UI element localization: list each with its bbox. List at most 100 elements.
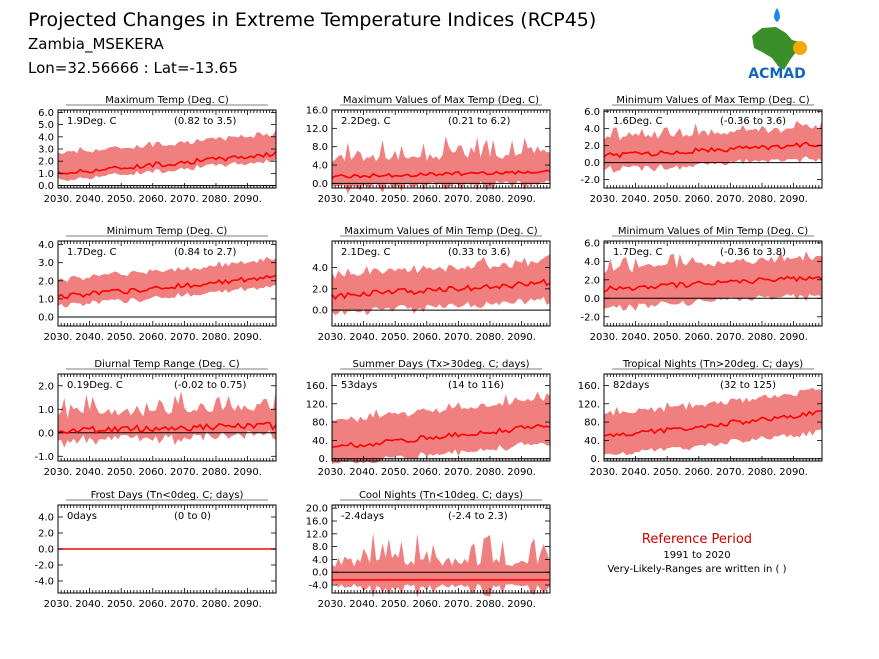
x-tick-label: 2090. [779, 332, 808, 343]
chart-panel: 2030. 2040. 2050. 2060. 2070. 2080. 2090. -4.0 0… [306, 490, 551, 610]
y-tick-label: 80. [312, 418, 328, 429]
x-tick-label: 2030. [44, 332, 73, 343]
chart-panel: 2030. 2040. 2050. 2060. 2070. 2080. 2090. 0. 40.… [578, 359, 823, 478]
x-tick-label: 2060. [412, 467, 441, 478]
ensemble-mean-line [57, 150, 277, 175]
y-tick-label: 5.0 [38, 120, 54, 131]
chart-panel: 2030. 2040. 2050. 2060. 2070. 2080. 2090.0.01.… [38, 95, 277, 205]
likely-range-band [604, 120, 822, 173]
water-drop-icon [774, 8, 780, 22]
y-tick-label: 12.0 [306, 124, 328, 135]
chart-panel: 2030. 2040. 2050. 2060. 2070. 2080. 2090.0.01.… [38, 226, 277, 343]
y-tick-label: -2.0 [580, 312, 600, 323]
y-tick-label: 6.0 [584, 107, 600, 118]
x-tick-label: 2080. [476, 332, 505, 343]
y-tick-label: 0.0 [312, 306, 328, 317]
y-tick-label: 1.0 [38, 405, 54, 416]
chart-panel: 2030. 2040. 2050. 2060. 2070. 2080. 2090. -4.0 -… [34, 490, 277, 610]
change-value: 1.7Deg. C [67, 247, 116, 258]
x-tick-label: 2050. [653, 467, 682, 478]
y-tick-label: 12.0 [306, 529, 328, 540]
x-tick-label: 2070. [444, 194, 473, 205]
y-tick-label: 1.0 [38, 294, 54, 305]
x-tick-label: 2060. [138, 467, 167, 478]
plot-frame [603, 373, 823, 462]
y-tick-label: 2.0 [584, 141, 600, 152]
y-tick-label: 16.0 [306, 106, 328, 117]
likely-range-band [58, 256, 276, 308]
x-tick-label: 2070. [170, 194, 199, 205]
change-value: -2.4days [341, 511, 384, 522]
y-tick-label: 8.0 [312, 142, 328, 153]
y-tick-label: 16.0 [306, 517, 328, 528]
y-tick-label: 0.0 [38, 181, 54, 192]
likely-range: (32 to 125) [720, 380, 776, 391]
x-tick-label: 2080. [202, 467, 231, 478]
plot-frame [331, 109, 551, 189]
x-tick-label: 2070. [444, 332, 473, 343]
x-tick-label: 2080. [202, 599, 231, 610]
y-tick-label: 8.0 [312, 542, 328, 553]
likely-range: (-2.4 to 2.3) [448, 511, 508, 522]
logo-text: ACMAD [748, 66, 806, 82]
likely-range: (0.84 to 2.7) [174, 247, 236, 258]
x-tick-label: 2040. [75, 194, 104, 205]
x-tick-label: 2050. [381, 194, 410, 205]
y-tick-label: 4.0 [312, 555, 328, 566]
change-value: 82days [613, 380, 649, 391]
y-tick-label: 160. [578, 381, 600, 392]
y-tick-label: 0.0 [312, 568, 328, 579]
x-tick-label: 2030. [590, 467, 619, 478]
x-tick-label: 2070. [444, 599, 473, 610]
chart-panel: 2030. 2040. 2050. 2060. 2070. 2080. 2090. 0.0 2.… [312, 226, 551, 343]
x-tick-label: 2040. [621, 467, 650, 478]
change-value: 1.7Deg. C [613, 247, 662, 258]
x-tick-label: 2090. [779, 194, 808, 205]
likely-range: (0.82 to 3.5) [174, 116, 236, 127]
likely-range-band [332, 136, 550, 195]
x-tick-label: 2060. [138, 332, 167, 343]
x-tick-label: 2060. [684, 332, 713, 343]
plot-frame [603, 109, 823, 189]
x-tick-label: 2080. [476, 194, 505, 205]
x-tick-label: 2090. [233, 332, 262, 343]
likely-range: (-0.36 to 3.6) [720, 116, 786, 127]
panel-title: Maximum Values of Min Temp (Deg. C) [344, 226, 537, 237]
y-tick-label: 2.0 [38, 157, 54, 168]
y-tick-label: 120. [578, 399, 600, 410]
x-tick-label: 2080. [202, 194, 231, 205]
likely-range: (-0.02 to 0.75) [174, 380, 246, 391]
panel-title: Minimum Values of Min Temp (Deg. C) [618, 226, 808, 237]
x-tick-label: 2080. [748, 332, 777, 343]
panel-title: Minimum Values of Max Temp (Deg. C) [616, 95, 809, 106]
change-value: 2.2Deg. C [341, 116, 390, 127]
x-tick-label: 2060. [684, 467, 713, 478]
y-tick-label: 2.0 [38, 276, 54, 287]
x-tick-label: 2030. [318, 599, 347, 610]
change-value: 0.19Deg. C [67, 380, 123, 391]
x-tick-label: 2040. [349, 599, 378, 610]
plot-frame [57, 240, 277, 327]
y-tick-label: 40. [312, 436, 328, 447]
x-tick-label: 2050. [381, 467, 410, 478]
x-tick-label: 2040. [621, 194, 650, 205]
x-tick-label: 2060. [138, 194, 167, 205]
panel-title: Diurnal Temp Range (Deg. C) [94, 359, 239, 370]
y-tick-label: -2.0 [580, 175, 600, 186]
plot-frame [57, 373, 277, 462]
x-tick-label: 2090. [507, 194, 536, 205]
likely-range: (0.33 to 3.6) [448, 247, 510, 258]
x-tick-label: 2070. [716, 467, 745, 478]
y-tick-label: 20.0 [306, 504, 328, 515]
y-tick-label: 120. [306, 399, 328, 410]
x-tick-label: 2030. [318, 332, 347, 343]
x-tick-label: 2060. [138, 599, 167, 610]
reference-note: Very-Likely-Ranges are written in ( ) [607, 564, 786, 575]
x-tick-label: 2040. [75, 599, 104, 610]
x-tick-label: 2040. [349, 332, 378, 343]
x-tick-label: 2050. [653, 332, 682, 343]
y-tick-label: 4.0 [312, 161, 328, 172]
y-tick-label: 40. [584, 436, 600, 447]
y-tick-label: 0. [318, 454, 328, 465]
